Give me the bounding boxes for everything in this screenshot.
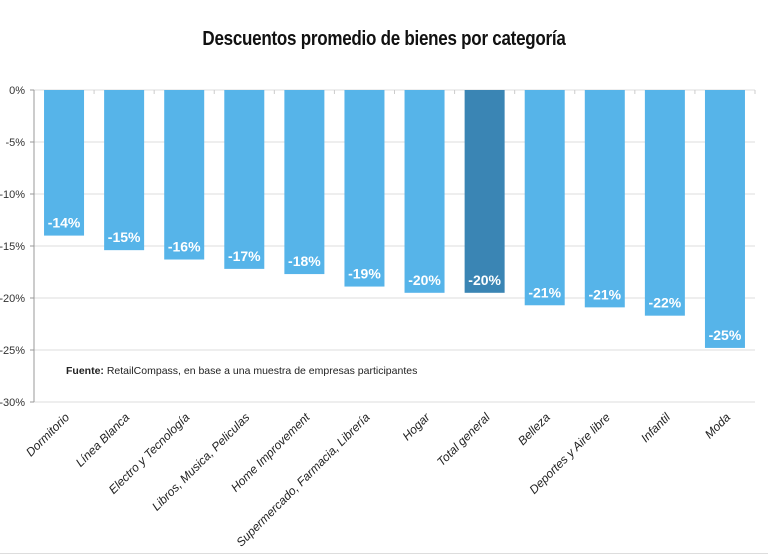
data-label: -20% — [468, 272, 501, 288]
bar — [44, 90, 85, 236]
source-note: Fuente: RetailCompass, en base a una mue… — [66, 365, 417, 377]
y-tick-label: -15% — [0, 241, 25, 253]
bar — [704, 90, 745, 348]
bar — [584, 90, 625, 308]
y-tick-label: -5% — [5, 137, 25, 149]
source-label: Fuente: — [66, 365, 104, 377]
y-tick-label: -30% — [0, 397, 25, 409]
y-tick-label: -25% — [0, 345, 25, 357]
y-tick-label: 0% — [9, 85, 25, 97]
bar — [524, 90, 565, 306]
data-label: -15% — [108, 229, 141, 245]
bar — [104, 90, 145, 251]
x-tick-label: Moda — [702, 410, 733, 441]
x-tick-label: Supermercado, Farmacia, Librería — [233, 410, 372, 549]
bar — [644, 90, 685, 316]
data-label: -18% — [288, 253, 321, 269]
data-label: -16% — [168, 239, 201, 255]
x-tick-label: Línea Blanca — [73, 410, 133, 470]
bar — [404, 90, 445, 293]
y-tick-label: -20% — [0, 293, 25, 305]
y-tick-label: -10% — [0, 189, 25, 201]
data-label: -20% — [408, 272, 441, 288]
data-label: -19% — [348, 266, 381, 282]
bar — [464, 90, 505, 293]
data-label: -17% — [228, 248, 261, 264]
x-tick-label: Belleza — [515, 410, 553, 448]
x-tick-label: Hogar — [400, 410, 434, 444]
bar — [284, 90, 325, 275]
divider — [0, 553, 768, 554]
bar — [224, 90, 265, 269]
bar — [344, 90, 385, 287]
x-tick-label: Libros, Musica, Peliculas — [149, 410, 252, 513]
bar — [164, 90, 205, 260]
data-label: -21% — [528, 284, 561, 300]
data-label: -14% — [48, 215, 81, 231]
source-text: RetailCompass, en base a una muestra de … — [104, 365, 417, 377]
x-tick-label: Infantil — [638, 410, 673, 445]
data-label: -22% — [649, 295, 682, 311]
x-tick-label: Total general — [434, 410, 493, 469]
x-tick-label: Dormitorio — [23, 410, 72, 459]
chart-title: Descuentos promedio de bienes por catego… — [202, 28, 566, 50]
data-label: -25% — [709, 327, 742, 343]
data-label: -21% — [588, 286, 621, 302]
